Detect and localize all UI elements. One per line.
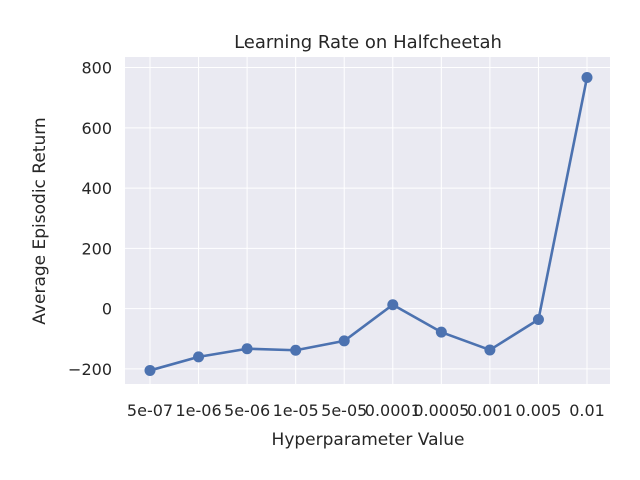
x-tick-label: 0.0001 xyxy=(365,401,421,420)
x-tick-label: 5e-07 xyxy=(127,401,173,420)
data-point xyxy=(144,364,156,376)
x-tick-labels: 5e-07 1e-06 5e-06 1e-05 5e-050.00010.00050.0… xyxy=(127,401,605,420)
x-tick-label: 0.01 xyxy=(569,401,605,420)
y-tick-label: 400 xyxy=(81,179,112,198)
data-point xyxy=(338,335,350,347)
y-tick-labels: −200 0 200 400 600 800 xyxy=(68,59,112,379)
x-tick-label: 1e-05 xyxy=(273,401,319,420)
x-tick-label: 5e-06 xyxy=(224,401,270,420)
x-tick-label: 5e-05 xyxy=(321,401,367,420)
x-tick-label: 0.001 xyxy=(467,401,513,420)
series-line xyxy=(149,77,589,372)
series-layer xyxy=(144,71,593,376)
y-axis-label: Average Episodic Return xyxy=(30,117,50,324)
x-axis-label: Hyperparameter Value xyxy=(272,430,465,450)
y-tick-label: −200 xyxy=(68,360,112,379)
data-point xyxy=(484,344,496,356)
data-point xyxy=(193,351,205,363)
y-tick-label: 800 xyxy=(81,59,112,78)
data-point xyxy=(290,344,302,356)
x-tick-label: 0.005 xyxy=(516,401,562,420)
chart-title: Learning Rate on Halfcheetah xyxy=(234,32,502,53)
x-tick-label: 1e-06 xyxy=(175,401,221,420)
data-point xyxy=(435,326,447,338)
plot-background xyxy=(125,57,610,384)
y-tick-label: 0 xyxy=(102,300,112,319)
y-tick-label: 600 xyxy=(81,119,112,138)
y-tick-label: 200 xyxy=(81,239,112,258)
x-tick-label: 0.0005 xyxy=(413,401,469,420)
data-point xyxy=(387,299,399,311)
data-point xyxy=(532,314,544,326)
data-point xyxy=(581,71,593,83)
data-point xyxy=(241,343,253,355)
